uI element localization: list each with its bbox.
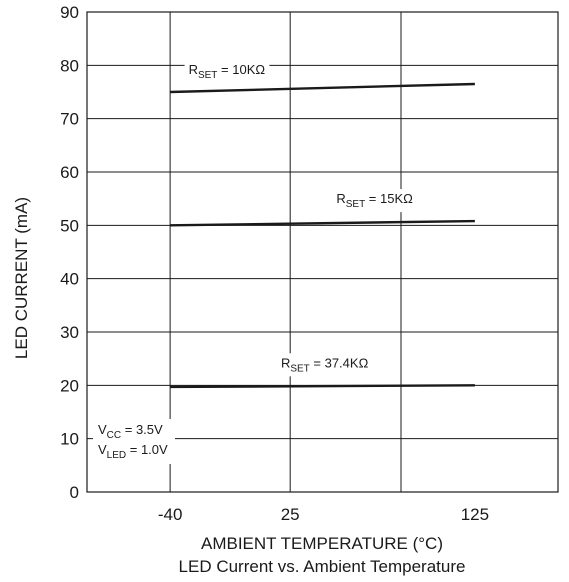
- conditions-background: [93, 419, 176, 464]
- series-label-main: R: [336, 191, 345, 206]
- condition-rest: = 1.0V: [126, 442, 168, 457]
- y-tick-label: 40: [60, 270, 79, 289]
- x-tick-label: -40: [158, 505, 183, 524]
- series-label-rest: = 37.4KΩ: [310, 355, 369, 370]
- condition-text: VCC = 3.5V: [98, 422, 163, 441]
- series-label-background: [184, 60, 270, 83]
- series-label-background: [332, 189, 418, 213]
- y-tick-label: 90: [60, 3, 79, 22]
- y-tick-label: 80: [60, 56, 79, 75]
- x-axis-title: AMBIENT TEMPERATURE (°C): [201, 534, 443, 553]
- series-label-subscript: SET: [290, 363, 309, 374]
- x-tick-labels: -40 25 125: [158, 505, 489, 524]
- y-tick-label: 0: [70, 483, 79, 502]
- series-line: [170, 82, 475, 94]
- condition-main: V: [98, 422, 107, 437]
- series-label-text: RSET = 37.4KΩ: [281, 355, 369, 374]
- series-label: RSET = 37.4KΩ: [276, 353, 373, 377]
- condition-rest: = 3.5V: [121, 422, 163, 437]
- plot-frame: [86, 11, 559, 493]
- series-line: [170, 219, 475, 227]
- x-tick-label: 25: [281, 505, 300, 524]
- series-label: RSET = 10KΩ: [184, 60, 270, 83]
- chart-title: LED Current vs. Ambient Temperature: [179, 557, 466, 576]
- series-label-main: R: [189, 62, 198, 77]
- series-label-subscript: SET: [198, 70, 217, 81]
- series-label-rest: = 15KΩ: [365, 191, 413, 206]
- series-label-rest: = 10KΩ: [217, 62, 265, 77]
- series-layer: [170, 82, 475, 389]
- y-tick-label: 30: [60, 323, 79, 342]
- condition-subscript: CC: [107, 430, 121, 441]
- y-axis-title: LED CURRENT (mA): [12, 197, 31, 359]
- series-label-text: RSET = 10KΩ: [189, 62, 266, 81]
- x-tick-label: 125: [461, 505, 489, 524]
- series-label-background: [276, 353, 373, 377]
- y-tick-label: 60: [60, 163, 79, 182]
- y-tick-label: 70: [60, 110, 79, 129]
- condition-main: V: [98, 442, 107, 457]
- series-label: RSET = 15KΩ: [332, 189, 418, 213]
- series-line: [170, 384, 475, 389]
- y-tick-label: 20: [60, 376, 79, 395]
- y-tick-label: 50: [60, 216, 79, 235]
- condition-text: VLED = 1.0V: [98, 442, 168, 461]
- series-label-subscript: SET: [346, 199, 365, 210]
- condition-subscript: LED: [107, 450, 126, 461]
- y-tick-label: 10: [60, 430, 79, 449]
- y-tick-labels: 0 10 20 30 40 50 60 70 80 90: [60, 3, 79, 502]
- series-label-main: R: [281, 355, 290, 370]
- series-label-text: RSET = 15KΩ: [336, 191, 413, 210]
